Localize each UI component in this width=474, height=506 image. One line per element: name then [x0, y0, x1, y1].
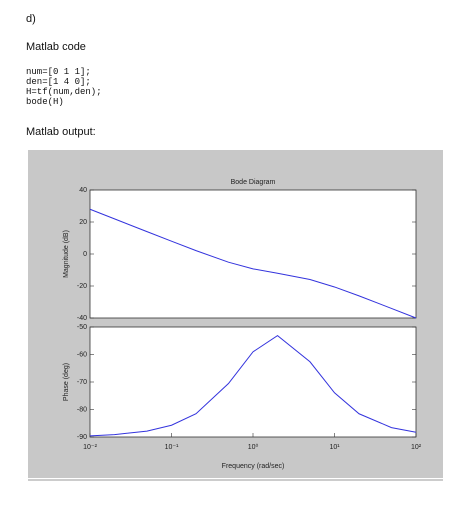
x-tick-label: 10⁻¹	[165, 444, 179, 451]
y-tick-label: -50	[77, 324, 87, 331]
line-series	[89, 208, 417, 319]
y-tick-label: 0	[83, 251, 87, 258]
section-label: d)	[26, 13, 36, 25]
y-tick-label: -90	[77, 434, 87, 441]
x-tick-label: 10⁰	[248, 443, 259, 451]
y-axis-label: Magnitude (dB)	[63, 230, 70, 278]
y-tick-label: 20	[79, 219, 87, 226]
code-line: den=[1 4 0];	[26, 77, 91, 87]
output-heading: Matlab output:	[26, 126, 96, 138]
x-tick-label: 10¹	[329, 444, 340, 451]
code-line: H=tf(num,den);	[26, 87, 102, 97]
plot-area	[89, 326, 417, 438]
chart-title: Bode Diagram	[231, 179, 276, 186]
x-tick-label: 10²	[411, 444, 422, 451]
code-heading: Matlab code	[26, 41, 86, 53]
y-tick-label: -40	[77, 315, 87, 322]
y-tick-label: -70	[77, 379, 87, 386]
code-line: num=[0 1 1];	[26, 67, 91, 77]
y-tick-label: 40	[79, 187, 87, 194]
y-tick-label: -80	[77, 406, 87, 413]
y-axis-label: Phase (deg)	[63, 363, 70, 401]
line-series	[89, 334, 417, 437]
y-tick-label: -60	[77, 351, 87, 358]
x-axis-label: Frequency (rad/sec)	[222, 463, 285, 470]
code-line: bode(H)	[26, 97, 64, 107]
y-tick-label: -20	[77, 283, 87, 290]
x-tick-label: 10⁻²	[83, 444, 97, 451]
